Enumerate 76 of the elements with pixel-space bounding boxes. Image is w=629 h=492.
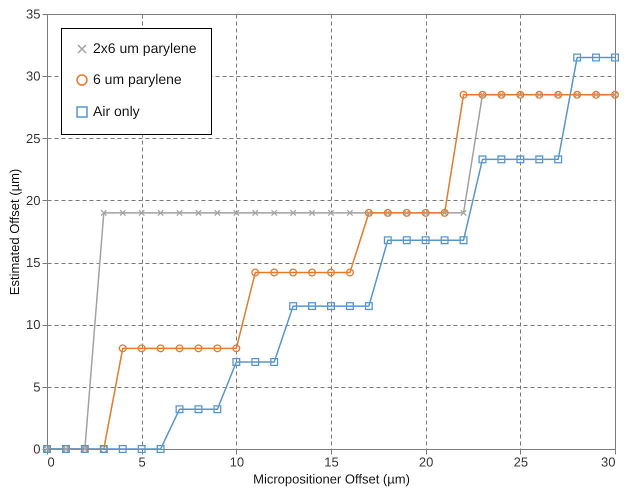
- point: [251, 358, 260, 366]
- point: [138, 344, 146, 352]
- y-tick-label: 15: [26, 255, 40, 270]
- point: [138, 444, 146, 454]
- point: [195, 210, 202, 216]
- point: [497, 155, 506, 164]
- point: [364, 302, 373, 310]
- x-tick-label: 20: [418, 454, 434, 470]
- point: [118, 444, 127, 454]
- point: [289, 268, 298, 277]
- x-tick-label: 0: [48, 454, 55, 470]
- point: [176, 405, 184, 414]
- y-tick-label: 30: [26, 68, 40, 84]
- point: [119, 210, 126, 216]
- point: [156, 444, 165, 454]
- point: [118, 344, 127, 352]
- y-tick-label: 0: [33, 442, 40, 456]
- y-tick-label: 10: [26, 317, 40, 332]
- point: [100, 210, 108, 216]
- point: [176, 210, 183, 216]
- y-tick-label: 25: [26, 130, 40, 146]
- point: [233, 210, 240, 216]
- point: [251, 268, 260, 277]
- point: [289, 302, 298, 310]
- point: [422, 236, 430, 244]
- point: [460, 210, 467, 216]
- point: [308, 302, 316, 310]
- point: [535, 155, 544, 164]
- legend-label: Air only: [93, 103, 140, 119]
- point: [308, 210, 316, 216]
- point: [252, 210, 259, 216]
- point: [610, 53, 620, 62]
- point: [326, 268, 336, 277]
- point: [270, 210, 278, 216]
- point: [194, 344, 202, 352]
- y-axis-title: Estimated Offset (µm): [7, 168, 22, 296]
- legend-label: 2x6 um parylene: [93, 40, 197, 56]
- point: [232, 358, 240, 366]
- x-axis-title: Micropositioner Offset (µm): [253, 472, 410, 486]
- y-tick-label: 5: [33, 379, 40, 394]
- point: [346, 302, 354, 310]
- point: [176, 344, 184, 352]
- x-tick-label: 5: [138, 454, 146, 470]
- point: [232, 344, 240, 352]
- legend-label: 6 um parylene: [93, 71, 182, 87]
- point: [270, 358, 278, 366]
- point: [460, 236, 468, 244]
- x-tick-label: 30: [601, 454, 616, 470]
- point: [138, 210, 145, 216]
- y-tick-label: 35: [26, 6, 40, 22]
- point: [478, 155, 486, 164]
- y-tick-label: 20: [26, 192, 40, 208]
- x-tick-label: 10: [230, 454, 244, 470]
- point: [346, 210, 354, 216]
- point: [440, 236, 449, 244]
- point: [194, 405, 202, 414]
- point: [308, 268, 316, 277]
- point: [384, 236, 392, 244]
- point: [213, 405, 222, 414]
- point: [213, 344, 222, 352]
- point: [592, 53, 600, 62]
- point: [516, 155, 524, 164]
- point: [157, 210, 164, 216]
- point: [270, 268, 278, 277]
- point: [214, 210, 221, 216]
- point: [573, 53, 582, 62]
- point: [326, 302, 336, 310]
- point: [460, 90, 468, 99]
- x-tick-label: 15: [324, 454, 339, 470]
- point: [328, 210, 334, 216]
- point: [554, 155, 562, 164]
- point: [402, 236, 411, 244]
- x-tick-label: 25: [514, 454, 528, 470]
- point: [346, 268, 354, 277]
- point: [156, 344, 165, 352]
- point: [290, 210, 296, 216]
